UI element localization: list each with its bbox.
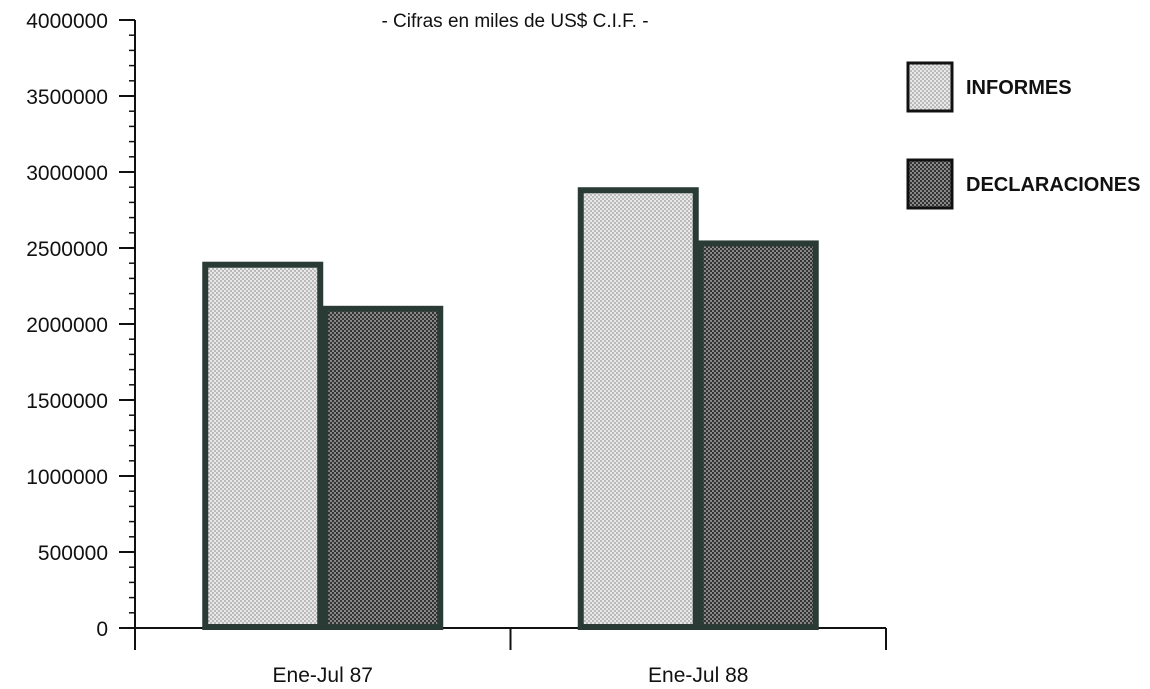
legend-swatch-declaraciones xyxy=(906,158,954,210)
legend: INFORMES DECLARACIONES xyxy=(906,61,1140,210)
x-axis: Ene-Jul 87 Ene-Jul 88 xyxy=(134,627,887,687)
y-tick-label: 4000000 xyxy=(26,10,108,33)
bar-informes-2 xyxy=(577,187,699,631)
y-tick-label: 2000000 xyxy=(26,314,108,337)
legend-swatch-informes xyxy=(906,61,954,113)
y-tick-label: 3500000 xyxy=(26,86,108,109)
bar-declaraciones-2 xyxy=(697,240,819,630)
y-axis: 0 500000 1000000 1500000 2000000 2500000 30000… xyxy=(26,10,136,641)
bar-informes-1 xyxy=(202,261,324,630)
y-tick-label: 1500000 xyxy=(26,390,108,413)
x-category-label: Ene-Jul 87 xyxy=(273,664,373,687)
x-category-label: Ene-Jul 88 xyxy=(648,664,748,687)
legend-label-declaraciones: DECLARACIONES xyxy=(966,174,1140,196)
bars-group xyxy=(202,187,819,631)
legend-label-informes: INFORMES xyxy=(966,77,1072,99)
bar-declaraciones-1 xyxy=(322,305,444,630)
chart-subtitle: - Cifras en miles de US$ C.I.F. - xyxy=(381,11,648,32)
y-tick-label: 2500000 xyxy=(26,238,108,261)
y-tick-label: 0 xyxy=(96,618,108,641)
y-tick-label: 500000 xyxy=(38,542,108,565)
y-tick-label: 3000000 xyxy=(26,162,108,185)
y-tick-label: 1000000 xyxy=(26,466,108,489)
